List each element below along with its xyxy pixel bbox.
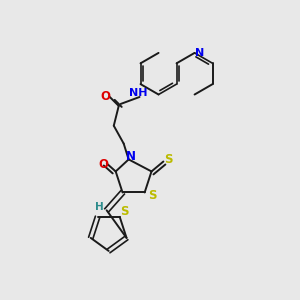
Text: S: S [120, 206, 129, 218]
Text: S: S [148, 189, 157, 202]
Text: S: S [164, 153, 172, 166]
Text: N: N [195, 48, 204, 58]
Text: N: N [126, 150, 136, 163]
Text: NH: NH [129, 88, 148, 98]
Text: O: O [99, 158, 109, 171]
Text: H: H [95, 202, 104, 212]
Text: O: O [101, 91, 111, 103]
